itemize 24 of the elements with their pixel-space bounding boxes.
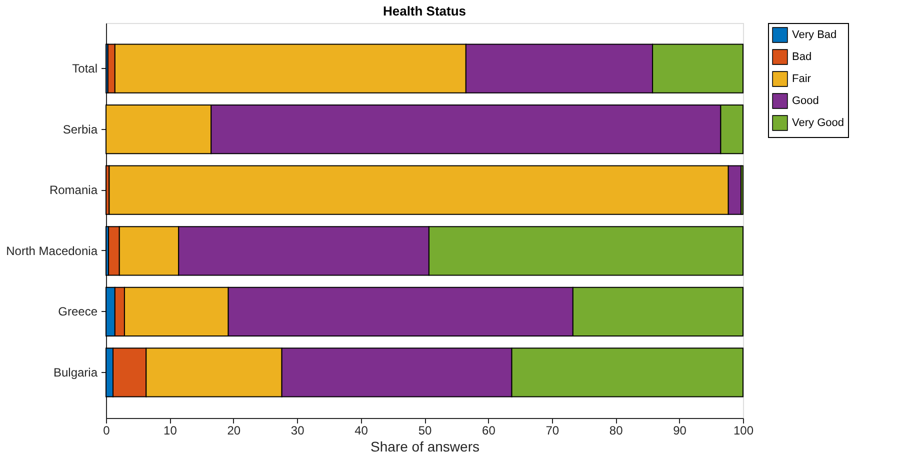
x-tick-label: 100 xyxy=(733,424,754,438)
x-tick-label: 10 xyxy=(164,424,178,438)
x-tick-label: 80 xyxy=(609,424,624,438)
y-tick-label: Bulgaria xyxy=(53,365,98,380)
y-tick-label: Total xyxy=(72,62,98,76)
x-tick-label: 40 xyxy=(354,424,368,438)
legend-label: Fair xyxy=(792,73,812,85)
legend-label: Very Bad xyxy=(792,29,837,41)
x-tick-label: 50 xyxy=(418,424,432,438)
legend-label: Bad xyxy=(792,51,812,63)
y-tick-label: Romania xyxy=(49,183,98,198)
y-tick-label: North Macedonia xyxy=(6,244,98,258)
x-tick-label: 30 xyxy=(290,424,305,438)
x-axis-title: Share of answers xyxy=(370,438,480,454)
legend-label: Good xyxy=(792,95,819,107)
legend-label: Very Good xyxy=(792,117,844,129)
chart-title: Health Status xyxy=(382,4,466,18)
x-tick-label: 60 xyxy=(482,424,496,438)
y-tick-label: Greece xyxy=(58,304,98,319)
x-tick-label: 90 xyxy=(673,424,687,438)
x-tick-label: 0 xyxy=(103,424,110,438)
x-tick-label: 70 xyxy=(546,424,560,438)
x-tick-label: 20 xyxy=(227,424,241,438)
y-tick-label: Serbia xyxy=(62,122,98,136)
